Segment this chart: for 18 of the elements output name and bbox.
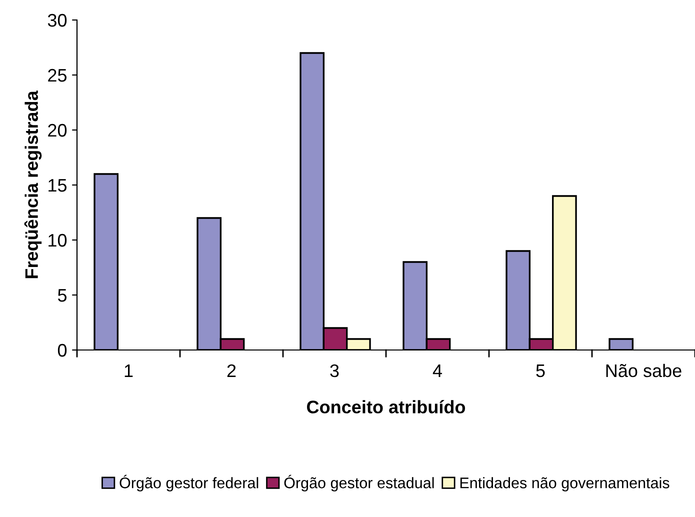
x-tick-label: Não sabe <box>606 364 682 378</box>
y-axis-title: Freqüência registrada <box>24 90 42 278</box>
x-tick-label: 1 <box>124 364 133 377</box>
legend-label: Órgão gestor federal <box>120 474 258 492</box>
y-tick-label: 5 <box>58 289 67 302</box>
y-tick-label: 25 <box>48 68 67 82</box>
y-tick-label: 20 <box>48 124 67 137</box>
legend-label: Entidades não governamentais <box>460 477 670 492</box>
legend-label: Órgão gestor estadual <box>284 474 434 492</box>
x-tick-label: 5 <box>536 364 545 378</box>
y-tick-label: 0 <box>58 344 67 357</box>
y-tick-label: 30 <box>48 14 67 27</box>
y-tick-label: 15 <box>48 179 67 192</box>
x-tick-label: 4 <box>432 364 442 377</box>
x-tick-label: 3 <box>330 364 339 378</box>
y-tick-label: 10 <box>48 234 67 247</box>
x-axis-title: Conceito atribuído <box>307 400 466 414</box>
x-tick-label: 2 <box>227 364 236 377</box>
